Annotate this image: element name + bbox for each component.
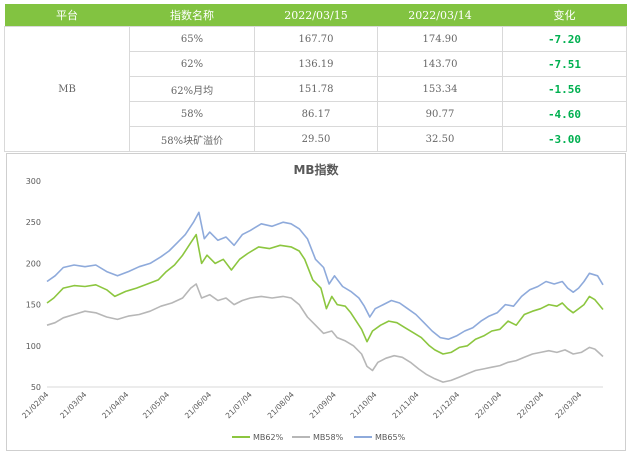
value-cell: 32.50 <box>377 126 503 152</box>
value-cell: 167.70 <box>254 26 378 52</box>
x-tick-label: 22/02/04 <box>515 390 545 420</box>
x-tick-label: 21/03/04 <box>58 390 88 420</box>
value-cell: 174.90 <box>377 26 503 52</box>
change-cell: -7.20 <box>502 26 627 52</box>
platform-cell: MB <box>4 26 130 152</box>
change-cell: -3.00 <box>502 126 627 152</box>
x-tick-label: 21/05/04 <box>141 390 171 420</box>
x-tick-label: 21/07/04 <box>224 390 254 420</box>
change-cell: -4.60 <box>502 101 627 127</box>
y-tick-label: 200 <box>26 259 41 268</box>
x-tick-label: 21/11/04 <box>390 390 420 420</box>
header-date-1: 2022/03/15 <box>254 4 378 27</box>
value-cell: 143.70 <box>377 51 503 77</box>
x-tick-label: 21/08/04 <box>266 390 296 420</box>
table-header-row: 平台 指数名称 2022/03/15 2022/03/14 变化 <box>4 4 627 27</box>
x-tick-label: 21/10/04 <box>348 390 378 420</box>
legend-label: MB65% <box>375 433 406 442</box>
value-cell: 151.78 <box>254 76 378 102</box>
index-name-cell: 58%块矿溢价 <box>129 126 255 152</box>
index-name-cell: 65% <box>129 26 255 52</box>
y-tick-label: 150 <box>26 301 41 310</box>
table-row: MB 65% 167.70 174.90 -7.20 <box>4 26 627 152</box>
header-change: 变化 <box>502 4 627 27</box>
table-row: 58%块矿溢价 29.50 32.50 -3.00 <box>5 126 627 152</box>
chart-panel: MB指数 50 100 150 200 250 300 21/02/04 21/03/04 2… <box>6 153 626 451</box>
change-cell: -1.56 <box>502 76 627 102</box>
value-cell: 90.77 <box>377 101 503 127</box>
y-tick-label: 250 <box>26 218 41 227</box>
x-tick-label: 22/03/04 <box>553 390 583 420</box>
y-tick-label: 300 <box>26 177 41 186</box>
x-tick-label: 22/01/04 <box>473 390 503 420</box>
legend: MB62% MB58% MB65% <box>232 433 406 442</box>
x-axis-ticks: 21/02/04 21/03/04 21/04/04 21/05/04 21/06/04… <box>20 390 583 420</box>
chart-title: MB指数 <box>293 162 339 177</box>
header-index-name: 指数名称 <box>129 4 255 27</box>
value-cell: 136.19 <box>254 51 378 77</box>
header-date-2: 2022/03/14 <box>377 4 503 27</box>
legend-label: MB62% <box>253 433 284 442</box>
value-cell: 86.17 <box>254 101 378 127</box>
header-platform: 平台 <box>4 4 130 27</box>
x-tick-label: 21/06/04 <box>183 390 213 420</box>
series-line-mb62 <box>46 233 604 355</box>
y-tick-label: 50 <box>31 383 41 392</box>
price-table: 平台 指数名称 2022/03/15 2022/03/14 变化 MB 65% … <box>4 4 627 152</box>
index-name-cell: 62% <box>129 51 255 77</box>
x-tick-label: 21/12/04 <box>431 390 461 420</box>
series-lines <box>46 211 604 383</box>
index-name-cell: 62%月均 <box>129 76 255 102</box>
value-cell: 29.50 <box>254 126 378 152</box>
series-line-mb65 <box>46 211 604 340</box>
value-cell: 153.34 <box>377 76 503 102</box>
y-tick-label: 100 <box>26 342 41 351</box>
index-name-cell: 58% <box>129 101 255 127</box>
x-tick-label: 21/02/04 <box>20 390 50 420</box>
legend-label: MB58% <box>313 433 344 442</box>
series-line-mb58 <box>46 283 604 383</box>
y-axis-ticks: 50 100 150 200 250 300 <box>26 177 41 392</box>
x-tick-label: 21/09/04 <box>308 390 338 420</box>
table-row: 62%月均 151.78 153.34 -1.56 <box>5 76 627 102</box>
change-cell: -7.51 <box>502 51 627 77</box>
x-tick-label: 21/04/04 <box>100 390 130 420</box>
